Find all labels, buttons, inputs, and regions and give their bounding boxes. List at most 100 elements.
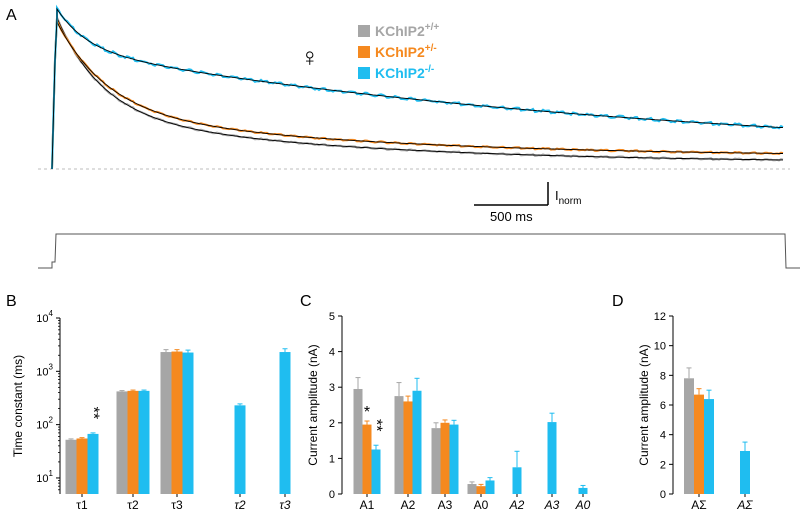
x-tick-label: AΣ <box>691 498 706 512</box>
bar-ko <box>512 467 522 494</box>
bar-ko <box>138 390 150 494</box>
y-tick-label: 0 <box>660 489 666 501</box>
bar-ko <box>704 399 714 494</box>
y-tick-label: 10 <box>654 341 666 353</box>
y-tick-label: 4 <box>329 347 335 359</box>
fit-het <box>51 17 783 170</box>
bar-wt <box>431 428 441 494</box>
x-tick-label: τ2 <box>127 498 139 512</box>
bar-het <box>362 424 372 494</box>
bar-het <box>440 422 450 494</box>
bar-wt <box>684 378 694 494</box>
legend-label-het-sup: +/- <box>425 43 437 54</box>
legend: KChIP2+/+ KChIP2+/- KChIP2-/- ♀ <box>300 22 439 81</box>
y-tick-label: 8 <box>660 370 666 382</box>
y-tick-label-base: 4 <box>329 347 335 359</box>
y-tick-label: 1 <box>329 453 335 465</box>
y-tick-label-base: 0 <box>660 489 666 501</box>
y-tick-label: 12 <box>654 311 666 323</box>
x-tick-label: AΣ <box>736 498 753 512</box>
y-tick-label-base: 4 <box>660 430 666 442</box>
bar-ko <box>234 405 246 494</box>
bar-het <box>127 390 139 494</box>
panel-a: A KChIP2+/+ KChIP2+/- KChIP2-/- ♀ 500 ms… <box>6 4 800 269</box>
fit-wt <box>51 17 783 170</box>
y-tick-label: 5 <box>329 311 335 323</box>
bar-wt <box>394 396 404 494</box>
bar-wt <box>353 388 363 494</box>
current-traces <box>51 4 784 170</box>
x-tick-label: A0 <box>575 498 591 512</box>
female-symbol-icon: ♀ <box>300 42 320 72</box>
x-tick-label: A2 <box>401 498 416 512</box>
x-tick-label: τ2 <box>234 498 245 512</box>
bar-het <box>403 401 413 494</box>
scale-bar-current-label-base: I <box>555 188 559 203</box>
fit-ko <box>51 7 784 170</box>
y-tick-label: 6 <box>660 400 666 412</box>
x-tick-label: τ3 <box>279 498 290 512</box>
x-tick-label: A3 <box>438 498 453 512</box>
y-tick-label-exponent: 4 <box>49 309 54 318</box>
y-tick-label: 2 <box>660 459 666 471</box>
bar-wt <box>116 391 128 494</box>
legend-label-wt: KChIP2+/+ <box>375 22 439 39</box>
panel-d-letter: D <box>612 293 624 310</box>
significance-stars: * <box>364 404 370 421</box>
bar-ko <box>485 480 495 494</box>
y-tick-label: 3 <box>329 382 335 394</box>
y-tick-label-base: 10 <box>36 313 48 325</box>
y-tick-label-base: 12 <box>654 311 666 323</box>
bar-het <box>476 486 486 494</box>
y-tick-label: 104 <box>36 309 53 325</box>
bar-ko <box>578 487 588 494</box>
y-tick-label-base: 2 <box>660 459 666 471</box>
y-axis-label: Current amplitude (nA) <box>637 344 651 465</box>
bar-ko <box>449 424 459 494</box>
legend-label-het-base: KChIP2 <box>375 44 425 60</box>
x-tick-label: A2 <box>509 498 525 512</box>
panel-d-plot: 0 2 4 6 8 10 12 Current amplitude (nA) AΣ AΣ <box>637 311 753 512</box>
y-tick-label: 0 <box>329 489 335 501</box>
panel-b-letter: B <box>6 293 17 310</box>
y-tick-label-base: 10 <box>36 473 48 485</box>
y-tick-label-base: 10 <box>36 366 48 378</box>
scale-bar-time-label: 500 ms <box>490 209 533 224</box>
y-axis-label: Time constant (ms) <box>11 355 25 457</box>
legend-swatch-wt <box>358 25 370 37</box>
bar-ko <box>547 422 557 494</box>
y-tick-label: 103 <box>36 362 53 378</box>
significance-stars: ** <box>85 407 102 419</box>
scale-bar: 500 ms Inorm <box>474 182 581 224</box>
bar-het <box>171 351 183 494</box>
y-tick-label-base: 3 <box>329 382 335 394</box>
scale-bar-current-label: Inorm <box>555 188 581 207</box>
legend-label-wt-base: KChIP2 <box>375 23 425 39</box>
bar-ko <box>87 433 99 494</box>
y-tick-label-base: 0 <box>329 489 335 501</box>
significance-stars: ** <box>368 419 385 431</box>
y-tick-label-base: 1 <box>329 453 335 465</box>
x-tick-label: A0 <box>474 498 489 512</box>
legend-label-ko-sup: -/- <box>425 64 434 75</box>
bar-ko <box>279 352 291 494</box>
panel-c: C 0 1 2 3 4 5 Current amplitude (nA) *** A1 A2 A3 A… <box>300 293 591 512</box>
y-tick-label-base: 8 <box>660 370 666 382</box>
y-tick-label: 2 <box>329 418 335 430</box>
legend-swatch-ko <box>358 67 370 79</box>
voltage-protocol-trace <box>38 233 800 269</box>
panel-a-letter: A <box>6 7 17 24</box>
trace-het <box>51 17 784 170</box>
bar-ko <box>371 449 381 494</box>
y-axis-label: Current amplitude (nA) <box>306 344 320 465</box>
scale-bar-current-label-sub: norm <box>559 196 582 207</box>
y-tick-label: 102 <box>36 416 53 432</box>
bar-het <box>76 438 88 494</box>
bar-wt <box>467 484 477 494</box>
legend-label-ko: KChIP2-/- <box>375 64 434 81</box>
bar-wt <box>160 352 172 494</box>
panel-d: D 0 2 4 6 8 10 12 Current amplitude (nA) AΣ AΣ <box>612 293 753 512</box>
y-tick-label-exponent: 1 <box>49 469 54 478</box>
